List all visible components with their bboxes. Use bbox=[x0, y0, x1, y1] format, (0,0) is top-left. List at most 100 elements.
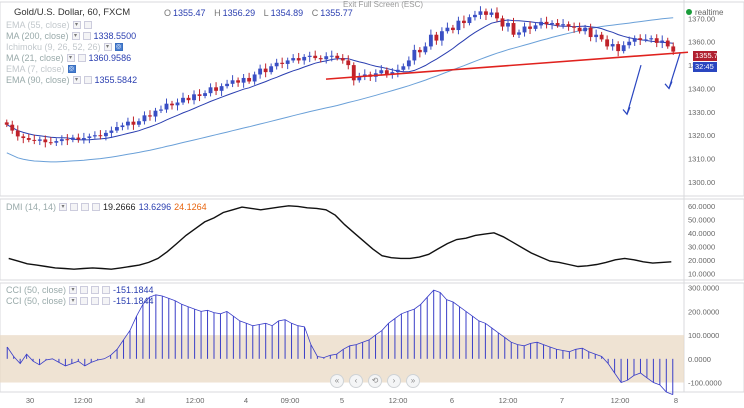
legend-ema90-label: EMA (90, close) bbox=[6, 75, 70, 85]
realtime-indicator: realtime bbox=[686, 8, 723, 17]
legend-cci1-more-icon[interactable] bbox=[102, 286, 111, 294]
legend-ema55-settings-icon[interactable]: ▾ bbox=[72, 21, 81, 29]
candle-body bbox=[610, 44, 615, 47]
legend-ma200[interactable]: MA (200, close) ▾ 1338.5500 bbox=[6, 31, 136, 41]
candle-body bbox=[324, 56, 329, 60]
candle-body bbox=[208, 87, 213, 94]
candle-body bbox=[48, 142, 53, 144]
pane-frame-2 bbox=[0, 198, 744, 281]
dmi-axis-label: 30.0000 bbox=[688, 242, 715, 251]
candle-body bbox=[21, 136, 26, 139]
time-axis-label: 12:00 bbox=[389, 396, 408, 405]
exit-fullscreen-link[interactable]: Exit Full Screen (ESC) bbox=[343, 0, 424, 9]
time-axis-label: 09:00 bbox=[281, 396, 300, 405]
dmi-axis-label: 60.0000 bbox=[688, 202, 715, 211]
legend-ma21-value: 1360.9586 bbox=[88, 53, 132, 63]
candle-body bbox=[671, 46, 676, 52]
cci-band bbox=[0, 335, 684, 383]
time-axis-label: 30 bbox=[26, 396, 34, 405]
legend-dmi-visibility-icon[interactable] bbox=[70, 203, 79, 211]
scroll-to-end-button[interactable]: » bbox=[406, 374, 420, 388]
legend-ichimoku[interactable]: Ichimoku (9, 26, 52, 26) ▾ ◎ bbox=[6, 42, 123, 52]
candle-body bbox=[417, 49, 422, 53]
legend-cci2-settings-icon[interactable]: ▾ bbox=[69, 297, 78, 305]
support-trendline bbox=[325, 51, 689, 80]
candle-body bbox=[302, 56, 307, 61]
cci-axis-label: 200.0000 bbox=[688, 307, 719, 316]
legend-cci2-more-icon[interactable] bbox=[102, 297, 111, 305]
symbol-title[interactable]: Gold/U.S. Dollar, 60, FXCM bbox=[14, 7, 130, 18]
legend-dmi-settings-icon[interactable]: ▾ bbox=[59, 203, 68, 211]
low-label: L bbox=[263, 8, 269, 18]
dmi-axis-label: 20.0000 bbox=[688, 256, 715, 265]
countdown-tag: 32:45 bbox=[693, 62, 717, 72]
scroll-right-button[interactable]: › bbox=[387, 374, 401, 388]
legend-dmi-close-icon[interactable] bbox=[81, 203, 90, 211]
legend-cci1-visibility-icon[interactable] bbox=[80, 286, 89, 294]
candle-body bbox=[495, 12, 499, 19]
legend-ema7[interactable]: EMA (7, close) ◎ bbox=[6, 64, 76, 74]
legend-ema90-settings-icon[interactable]: ▾ bbox=[72, 76, 81, 84]
scroll-left-button[interactable]: ‹ bbox=[349, 374, 363, 388]
candle-body bbox=[98, 135, 103, 137]
candle-body bbox=[517, 32, 521, 35]
cci-line bbox=[6, 289, 673, 395]
candle-body bbox=[159, 109, 163, 111]
time-axis-label: 12:00 bbox=[186, 396, 205, 405]
dmi-adx-line bbox=[8, 205, 672, 270]
legend-ichimoku-visibility-icon[interactable]: ◎ bbox=[114, 43, 123, 51]
legend-dmi[interactable]: DMI (14, 14) ▾ 19.2666 13.6296 24.1264 bbox=[6, 202, 207, 212]
candle-body bbox=[511, 23, 516, 35]
legend-cci2-visibility-icon[interactable] bbox=[80, 297, 89, 305]
legend-ema55[interactable]: EMA (55, close) ▾ bbox=[6, 20, 92, 30]
candle-body bbox=[131, 121, 136, 125]
candle-body bbox=[32, 139, 37, 141]
dmi-axis-label: 50.0000 bbox=[688, 215, 715, 224]
price-axis-label: 1360.00 bbox=[688, 38, 715, 47]
legend-ma21-visibility-icon[interactable] bbox=[77, 54, 86, 62]
legend-ema90-value: 1355.5842 bbox=[94, 75, 138, 85]
candle-body bbox=[87, 136, 92, 139]
legend-cci2-close-icon[interactable] bbox=[91, 297, 100, 305]
legend-ema90-visibility-icon[interactable] bbox=[83, 76, 92, 84]
legend-ma21-settings-icon[interactable]: ▾ bbox=[66, 54, 75, 62]
candle-body bbox=[186, 97, 191, 101]
time-axis-label: 12:00 bbox=[499, 396, 518, 405]
candle-body bbox=[318, 58, 323, 60]
candle-body bbox=[351, 65, 356, 81]
legend-cci2[interactable]: CCI (50, close) ▾ -151.1844 bbox=[6, 296, 154, 306]
candle-body bbox=[103, 132, 108, 137]
legend-cci1-close-icon[interactable] bbox=[91, 286, 100, 294]
candle-body bbox=[572, 26, 577, 28]
candle-body bbox=[506, 23, 510, 27]
candle-body bbox=[263, 68, 268, 73]
legend-dmi-more-icon[interactable] bbox=[92, 203, 101, 211]
reset-chart-button[interactable]: ⟲ bbox=[368, 374, 382, 388]
scroll-to-start-button[interactable]: « bbox=[330, 374, 344, 388]
candle-body bbox=[236, 80, 241, 83]
legend-cci1-settings-icon[interactable]: ▾ bbox=[69, 286, 78, 294]
candle-body bbox=[54, 141, 59, 143]
legend-cci1[interactable]: CCI (50, close) ▾ -151.1844 bbox=[6, 285, 154, 295]
candle-body bbox=[335, 55, 340, 59]
legend-ichimoku-settings-icon[interactable]: ▾ bbox=[103, 43, 112, 51]
legend-ema7-visibility-icon[interactable]: ◎ bbox=[67, 65, 76, 73]
legend-ma200-settings-icon[interactable]: ▾ bbox=[71, 32, 80, 40]
candle-body bbox=[126, 121, 130, 126]
candle-body bbox=[649, 38, 654, 40]
candle-body bbox=[37, 139, 42, 141]
candle-body bbox=[489, 12, 494, 15]
candle-body bbox=[241, 77, 246, 83]
legend-ma200-visibility-icon[interactable] bbox=[82, 32, 91, 40]
legend-ema90[interactable]: EMA (90, close) ▾ 1355.5842 bbox=[6, 75, 137, 85]
legend-ema55-visibility-icon[interactable] bbox=[83, 21, 92, 29]
legend-ma21[interactable]: MA (21, close) ▾ 1360.9586 bbox=[6, 53, 131, 63]
candle-body bbox=[660, 40, 665, 43]
close-label: C bbox=[311, 8, 319, 18]
legend-ichimoku-label: Ichimoku (9, 26, 52, 26) bbox=[6, 42, 101, 52]
candle-body bbox=[412, 49, 417, 61]
candle-body bbox=[258, 68, 263, 75]
candle-body bbox=[197, 94, 202, 96]
